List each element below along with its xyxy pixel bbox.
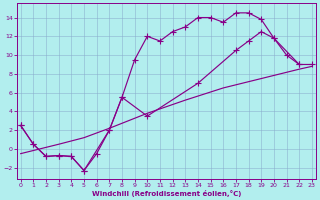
X-axis label: Windchill (Refroidissement éolien,°C): Windchill (Refroidissement éolien,°C) (92, 190, 241, 197)
